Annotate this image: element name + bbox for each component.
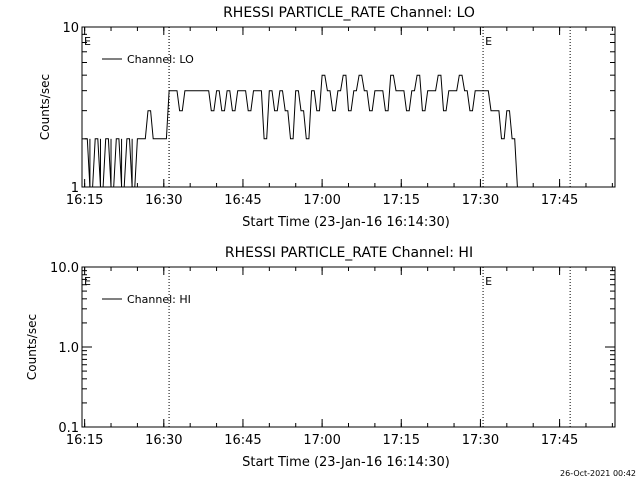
chart-title-hi: RHESSI PARTICLE_RATE Channel: HI — [225, 245, 473, 261]
y-tick-labels-lo: 1 10 — [62, 21, 79, 196]
x-tick-label: 17:00 — [303, 193, 340, 208]
event-marker: E — [84, 275, 91, 288]
x-tick-label: 16:30 — [145, 193, 182, 208]
x-axis-label-lo: Start Time (23-Jan-16 16:14:30) — [242, 215, 450, 230]
x-tick-label: 16:45 — [224, 433, 261, 448]
x-tick-label: 16:30 — [145, 433, 182, 448]
y-axis-label-lo: Counts/sec — [38, 74, 52, 140]
tick-marks-lo — [82, 26, 615, 188]
y-tick-label: 10.0 — [50, 261, 79, 276]
series-lo — [84, 74, 539, 188]
x-tick-label: 17:00 — [303, 433, 340, 448]
x-axis-label-hi: Start Time (23-Jan-16 16:14:30) — [242, 455, 450, 470]
legend-label-hi: Channel: HI — [127, 293, 191, 306]
y-tick-label: 10 — [62, 21, 79, 36]
x-tick-label: 17:15 — [383, 433, 420, 448]
x-tick-label: 17:45 — [541, 193, 578, 208]
y-tick-label: 0.1 — [58, 421, 79, 436]
y-tick-label: 1 — [71, 181, 79, 196]
series-line — [84, 74, 539, 188]
y-tick-labels-hi: 0.1 1.0 10.0 — [50, 261, 79, 436]
x-tick-label: 16:45 — [224, 193, 261, 208]
legend-lo: Channel: LO — [102, 53, 194, 66]
dotted-lines-hi — [168, 267, 571, 427]
x-tick-label: 16:15 — [66, 193, 103, 208]
y-tick-label: 1.0 — [58, 341, 79, 356]
tick-marks-hi — [82, 266, 615, 428]
x-tick-label: 17:30 — [462, 193, 499, 208]
event-marker: E — [485, 275, 492, 288]
legend-hi: Channel: HI — [102, 293, 191, 306]
event-marker: E — [485, 35, 492, 48]
x-tick-label: 17:45 — [541, 433, 578, 448]
x-tick-label: 17:15 — [383, 193, 420, 208]
legend-label-lo: Channel: LO — [127, 53, 194, 66]
x-tick-labels-hi: 16:15 16:30 16:45 17:00 17:15 17:30 17:45 — [66, 433, 578, 448]
x-tick-label: 17:30 — [462, 433, 499, 448]
x-tick-label: 16:15 — [66, 433, 103, 448]
chart-title-lo: RHESSI PARTICLE_RATE Channel: LO — [223, 5, 475, 21]
footer-timestamp: 26-Oct-2021 00:42 — [560, 469, 636, 478]
x-tick-labels-lo: 16:15 16:30 16:45 17:00 17:15 17:30 17:45 — [66, 193, 578, 208]
plot-frame-hi — [81, 266, 616, 428]
y-axis-label-hi: Counts/sec — [25, 314, 39, 380]
event-marker: E — [84, 35, 91, 48]
